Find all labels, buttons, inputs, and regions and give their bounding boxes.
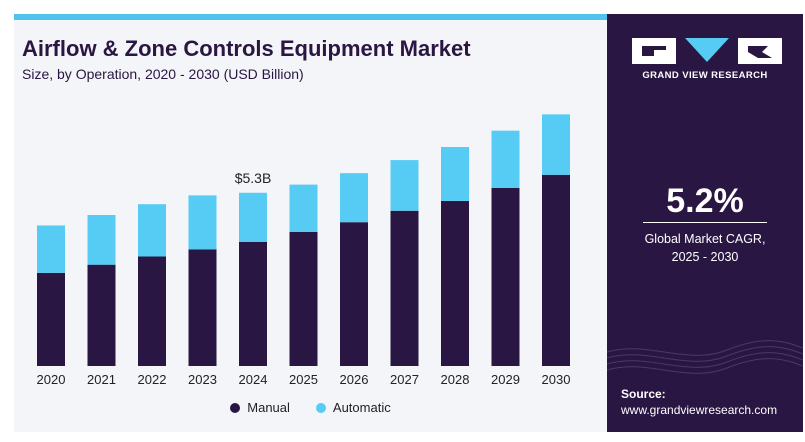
source-note: Source: www.grandviewresearch.com <box>621 386 777 418</box>
brand-name: GRAND VIEW RESEARCH <box>642 70 768 81</box>
x-tick-label-2020: 2020 <box>37 372 66 387</box>
grand-view-research-logo-icon <box>632 38 782 64</box>
bar-manual-2020 <box>37 272 65 366</box>
bar-automatic-2022 <box>138 204 166 257</box>
bar-manual-2022 <box>138 256 166 366</box>
bar-automatic-2030 <box>542 114 570 175</box>
x-tick-label-2025: 2025 <box>289 372 318 387</box>
side-panel: GRAND VIEW RESEARCH 5.2% Global Market C… <box>607 14 803 432</box>
x-tick-label-2028: 2028 <box>441 372 470 387</box>
bar-manual-2021 <box>87 264 116 366</box>
infographic: Airflow & Zone Controls Equipment Market… <box>14 14 803 432</box>
bar-automatic-2026 <box>340 173 368 223</box>
bar-automatic-2027 <box>390 160 419 211</box>
x-tick-label-2026: 2026 <box>340 372 369 387</box>
accent-bar <box>14 14 607 20</box>
legend-item-manual: Manual <box>230 400 290 415</box>
legend-swatch-manual <box>230 402 241 413</box>
bar-manual-2030 <box>542 174 570 366</box>
bar-manual-2028 <box>441 200 469 366</box>
cagr-label: Global Market CAGR, 2025 - 2030 <box>607 230 803 266</box>
x-tick-label-2027: 2027 <box>390 372 419 387</box>
bar-manual-2027 <box>390 210 419 366</box>
data-label-2024: $5.3B <box>235 170 272 186</box>
x-tick-label-2022: 2022 <box>138 372 167 387</box>
cagr-label-line-2: 2025 - 2030 <box>671 250 739 264</box>
legend-swatch-automatic <box>315 402 326 413</box>
bar-chart: 2020 2021 2022 2023 2024 $5.3B 2025 2026 2027 202… <box>37 114 571 387</box>
x-tick-label-2030: 2030 <box>542 372 571 387</box>
chart-subtitle: Size, by Operation, 2020 - 2030 (USD Bil… <box>22 66 304 82</box>
bar-automatic-2021 <box>87 215 116 265</box>
legend-label-automatic: Automatic <box>332 400 391 415</box>
bar-automatic-2025 <box>289 184 318 232</box>
bar-manual-2024 <box>239 241 267 366</box>
chart-legend: Manual Automatic <box>14 400 607 415</box>
bar-automatic-2024 <box>239 192 267 242</box>
bar-manual-2023 <box>188 249 217 366</box>
wave-decoration-icon <box>607 340 803 374</box>
cagr-divider <box>643 222 767 223</box>
bar-automatic-2029 <box>491 130 520 188</box>
legend-item-automatic: Automatic <box>315 400 391 415</box>
bar-manual-2026 <box>340 222 368 366</box>
legend-label-manual: Manual <box>247 400 290 415</box>
bar-manual-2025 <box>289 232 318 366</box>
source-label: Source: <box>621 387 666 401</box>
source-link[interactable]: www.grandviewresearch.com <box>621 403 778 417</box>
bar-automatic-2023 <box>188 195 217 250</box>
cagr-label-line-1: Global Market CAGR, <box>644 232 766 246</box>
bar-automatic-2028 <box>441 147 469 201</box>
chart-title: Airflow & Zone Controls Equipment Market <box>22 36 471 61</box>
x-tick-label-2023: 2023 <box>188 372 217 387</box>
x-tick-label-2029: 2029 <box>491 372 520 387</box>
bar-automatic-2020 <box>37 225 65 273</box>
x-tick-label-2024: 2024 <box>239 372 268 387</box>
x-tick-label-2021: 2021 <box>87 372 116 387</box>
cagr-value: 5.2% <box>666 182 744 220</box>
bar-manual-2029 <box>491 187 520 366</box>
